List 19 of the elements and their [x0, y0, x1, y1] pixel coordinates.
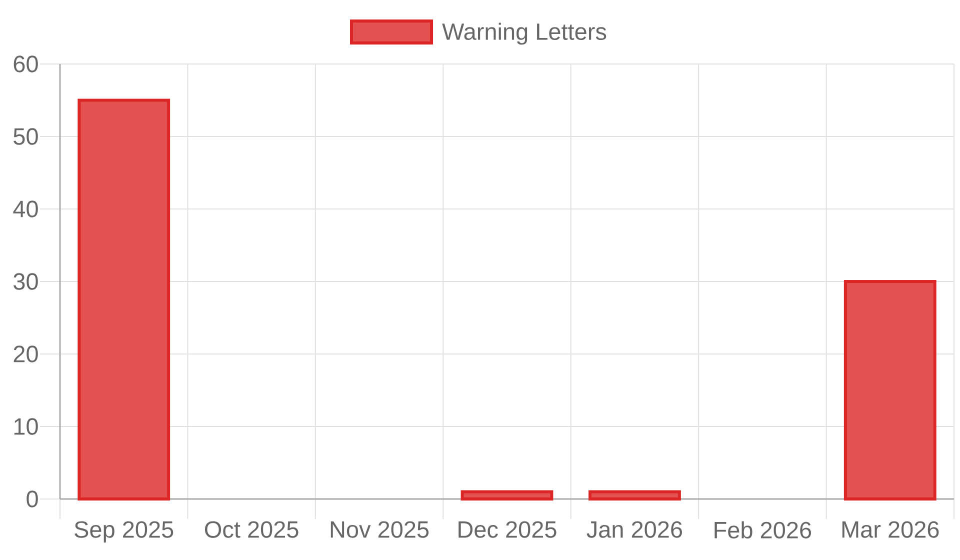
bar — [588, 490, 681, 500]
bar — [78, 98, 170, 500]
bar — [844, 280, 936, 500]
legend-label: Warning Letters — [442, 22, 606, 45]
y-tick-label: 60 — [14, 56, 38, 72]
y-tick-label: 10 — [14, 418, 38, 435]
x-tick-label: Nov 2025 — [330, 521, 429, 538]
y-tick-label: 50 — [14, 128, 38, 145]
y-tick-label: 20 — [14, 346, 38, 362]
x-tick-label: Oct 2025 — [205, 521, 298, 538]
y-tick-label: 30 — [14, 273, 38, 290]
bar — [460, 490, 554, 500]
x-tick-label: Feb 2026 — [714, 521, 812, 538]
y-tick-label: 40 — [13, 200, 38, 218]
y-tick-label: 0 — [26, 490, 38, 508]
x-tick-label: Sep 2025 — [74, 521, 174, 542]
x-tick-label: Dec 2025 — [458, 521, 556, 538]
x-tick-label: Jan 2026 — [586, 521, 682, 538]
x-tick-label: Mar 2026 — [842, 521, 939, 538]
